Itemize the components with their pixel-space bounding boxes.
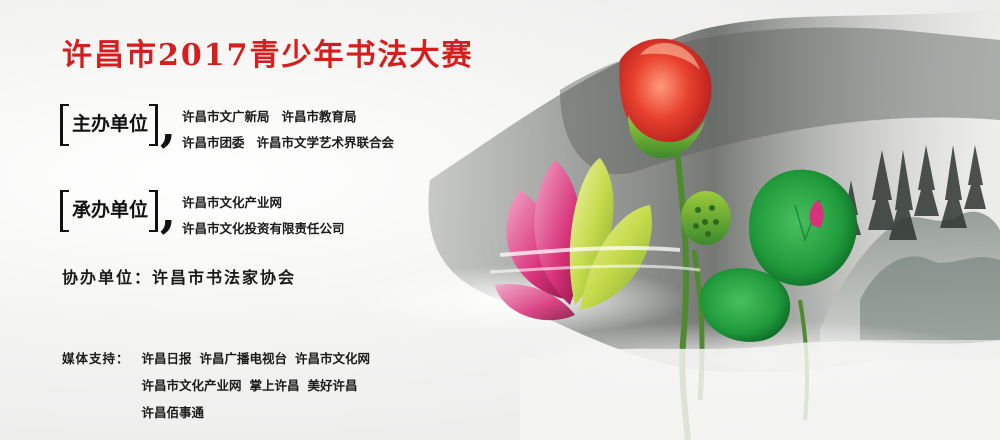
- host-line: 许昌市文广新局 许昌市教育局: [182, 106, 394, 125]
- media-line: 许昌日报 许昌广播电视台 许昌市文化网: [142, 348, 371, 367]
- undertake-line: 许昌市文化产业网: [182, 192, 345, 211]
- host-organizers: 主办单位 , 许昌市文广新局 许昌市教育局 许昌市团委 许昌市文学艺术界联合会: [60, 98, 394, 152]
- undertake-label: 承办单位: [60, 190, 159, 232]
- media-name: 许昌市文化产业网: [141, 378, 242, 393]
- comma-mark: ,: [160, 184, 177, 238]
- organizer-name: 许昌市团委: [182, 135, 245, 150]
- organizer-name: 许昌市文广新局: [182, 109, 270, 124]
- organizer-name: 许昌市文学艺术界联合会: [256, 135, 395, 150]
- organizer-name: 许昌市文化投资有限责任公司: [182, 221, 345, 236]
- host-line: 许昌市团委 许昌市文学艺术界联合会: [182, 132, 394, 151]
- undertaking-organizers: 承办单位 , 许昌市文化产业网 许昌市文化投资有限责任公司: [60, 184, 345, 238]
- red-lotus-bud: [619, 38, 712, 159]
- media-support: 媒体支持： 许昌日报 许昌广播电视台 许昌市文化网 许昌市文化产业网 掌上许昌 美好许昌…: [62, 348, 370, 421]
- undertake-line: 许昌市文化投资有限责任公司: [182, 218, 345, 237]
- organizer-name: 许昌市教育局: [281, 109, 357, 124]
- co-organizer: 协办单位：许昌市书法家协会: [62, 268, 297, 287]
- media-line: 许昌市文化产业网 掌上许昌 美好许昌: [142, 375, 371, 394]
- lotus-leaves: [700, 169, 858, 421]
- media-name: 掌上许昌: [249, 378, 300, 393]
- pink-lotus-flower: [489, 158, 701, 321]
- media-name: 许昌市文化网: [295, 351, 371, 366]
- media-name: 许昌佰事通: [141, 405, 205, 420]
- media-name: 许昌日报: [141, 351, 192, 366]
- media-list: 许昌日报 许昌广播电视台 许昌市文化网 许昌市文化产业网 掌上许昌 美好许昌 许昌佰事通: [142, 348, 371, 421]
- undertake-organizer-list: 许昌市文化产业网 许昌市文化投资有限责任公司: [182, 190, 345, 237]
- comma-mark: ,: [160, 98, 177, 152]
- organizer-name: 许昌市文化产业网: [182, 195, 283, 210]
- event-title: 许昌市2017青少年书法大赛: [62, 38, 474, 73]
- media-line: 许昌佰事通: [142, 402, 371, 421]
- host-organizer-list: 许昌市文广新局 许昌市教育局 许昌市团委 许昌市文学艺术界联合会: [182, 104, 394, 151]
- media-name: 美好许昌: [307, 378, 358, 393]
- media-label: 媒体支持：: [62, 351, 130, 366]
- host-label: 主办单位: [60, 104, 159, 146]
- media-name: 许昌广播电视台: [199, 351, 288, 366]
